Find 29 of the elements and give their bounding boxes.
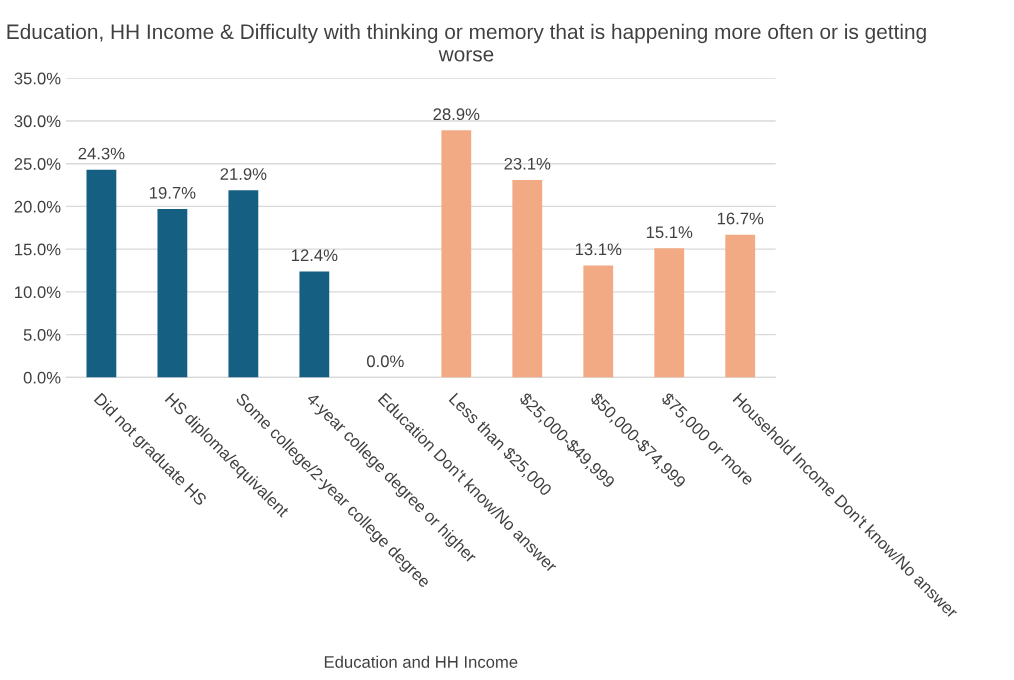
bar [228,190,259,378]
bar [299,271,330,378]
y-tick-label: 5.0% [23,329,61,341]
chart-title: Education, HH Income & Difficulty with thinking or memory that is happening more often or is getting worse [7,23,926,62]
y-tick-label: 30.0% [14,115,61,128]
data-label: 12.4% [291,249,338,262]
data-label: 0.0% [366,355,404,368]
data-label: 24.3% [78,147,125,160]
bar [86,169,117,378]
y-tick-label: 20.0% [14,200,61,213]
data-label: 16.7% [717,212,764,225]
bar [157,208,188,378]
y-tick-label: 15.0% [15,243,61,256]
data-label: 15.1% [646,226,693,239]
data-label: 21.9% [220,168,267,180]
y-tick-label: 0.0% [23,371,61,384]
x-axis-title: Education and HH Income [324,655,518,668]
y-tick-label: 25.0% [14,158,61,170]
bar [654,248,685,378]
y-tick-label: 35.0% [14,72,61,85]
bar [512,179,543,378]
y-tick-label: 10.0% [15,286,61,299]
data-label: 13.1% [575,243,622,256]
bar [583,265,614,378]
data-label: 23.1% [504,157,551,170]
bar [725,234,756,378]
data-label: 28.9% [433,108,480,121]
data-label: 19.7% [150,186,196,199]
bar [441,130,472,378]
